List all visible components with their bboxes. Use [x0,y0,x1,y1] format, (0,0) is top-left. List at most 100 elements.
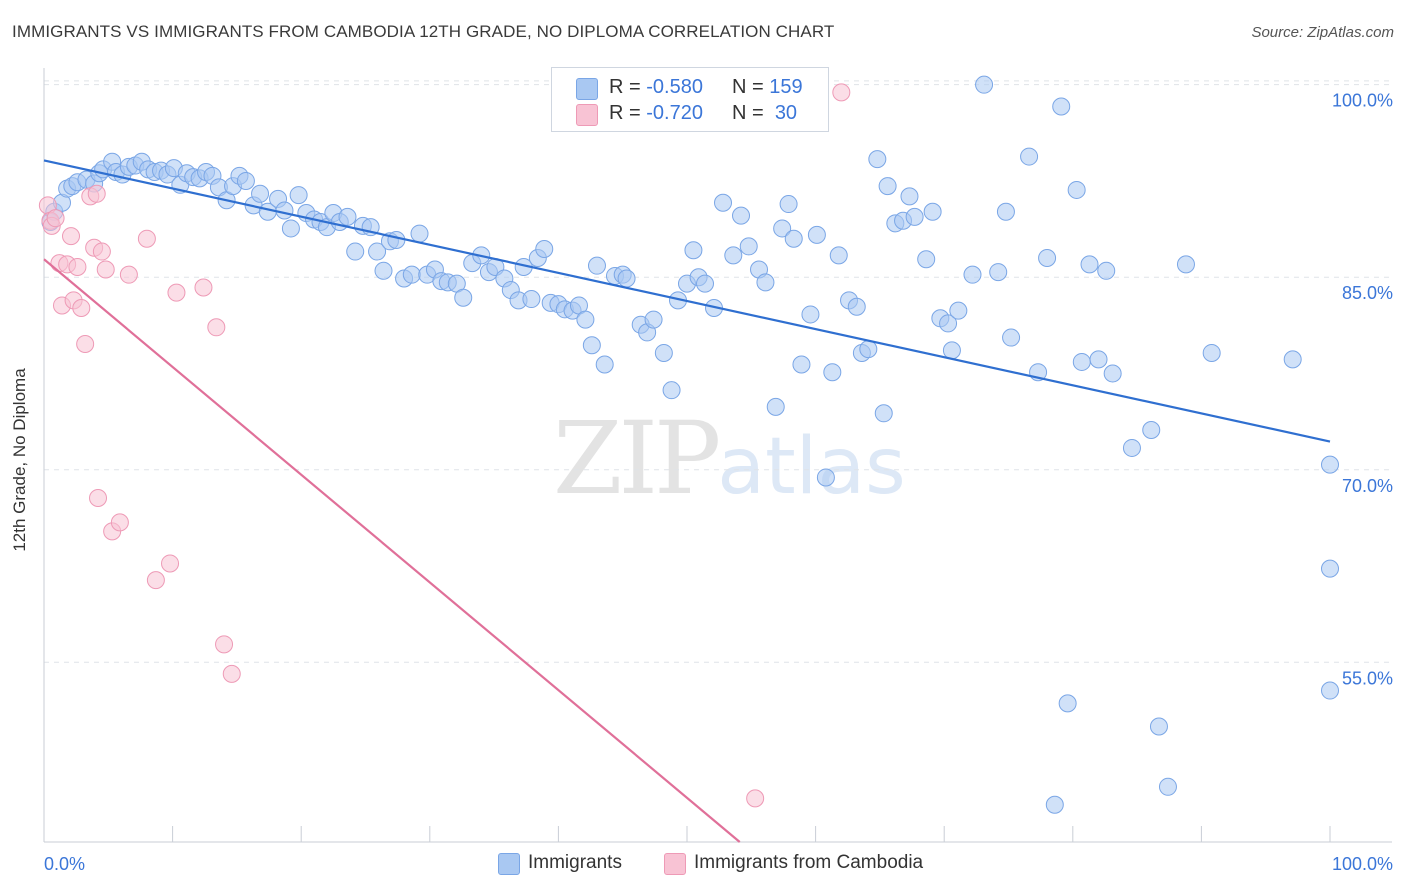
x-tick-label-min: 0.0% [44,854,85,874]
point-immigrants [1089,350,1108,369]
point-immigrants [1321,455,1339,474]
point-immigrants [1142,420,1161,439]
point-immigrants [1149,717,1168,736]
stats-legend: R = -0.580 N = 159 R = -0.720 N = 30 [551,67,829,132]
point-immigrants [522,290,541,309]
legend-label-immigrants: Immigrants [528,852,622,873]
point-immigrants [779,195,798,214]
point-immigrants [816,468,835,487]
point-immigrants [1321,681,1339,700]
point-immigrants [905,207,924,226]
point-immigrants [939,314,958,333]
trend-line-cambodia [43,258,741,843]
point-immigrants [684,241,703,260]
y-tick-label: 70.0% [1342,476,1393,496]
point-immigrants [1122,438,1141,457]
point-immigrants [402,265,421,284]
swatch-cambodia [576,104,598,126]
point-immigrants [878,177,897,196]
point-immigrants [923,202,942,221]
point-immigrants [1072,352,1091,371]
point-cambodia [167,283,186,302]
point-immigrants [1052,97,1071,116]
point-immigrants [454,288,473,307]
point-immigrants [1097,261,1116,280]
watermark: ZIPatlas [553,400,906,517]
point-immigrants [714,193,733,212]
point-immigrants [275,201,294,220]
point-immigrants [338,207,357,226]
point-immigrants [1020,147,1039,166]
point-immigrants [654,343,673,362]
axes [43,68,1392,843]
r-stat: R = -0.720 [609,102,703,124]
n-stat: N = 30 [732,102,798,124]
point-immigrants [1058,694,1077,713]
point-immigrants [1080,255,1099,274]
point-immigrants [784,229,803,248]
point-immigrants [756,273,775,292]
point-cambodia [46,209,65,228]
point-immigrants [582,336,601,355]
point-immigrants [1176,255,1195,274]
point-immigrants [251,184,270,203]
point-immigrants [868,150,887,169]
legend-swatch-cambodia [664,853,686,875]
point-immigrants [963,265,982,284]
point-immigrants [410,224,429,243]
point-immigrants [587,256,606,275]
point-cambodia [72,299,91,318]
legend-swatch-immigrants [498,853,520,875]
point-immigrants [644,310,663,329]
trend-lines [43,159,1331,843]
y-tick-label: 100.0% [1332,91,1393,111]
point-cambodia [137,229,156,248]
point-immigrants [739,237,758,256]
y-tick-label: 85.0% [1342,283,1393,303]
point-immigrants [1283,350,1302,369]
point-immigrants [576,310,595,329]
point-cambodia [746,789,765,808]
point-immigrants [236,171,255,190]
point-immigrants [917,250,936,269]
chart-title: IMMIGRANTS VS IMMIGRANTS FROM CAMBODIA 1… [12,22,835,41]
point-immigrants [859,340,878,359]
point-cambodia [194,278,213,297]
point-cambodia [92,242,111,261]
point-immigrants [1202,343,1221,362]
y-tick-label: 55.0% [1342,668,1393,688]
point-immigrants [1158,777,1177,796]
r-stat: R = -0.580 [609,76,703,98]
watermark-atlas: atlas [717,422,906,512]
point-immigrants [535,239,554,258]
trend-line-immigrants [43,159,1331,443]
point-immigrants [374,261,393,280]
point-immigrants [996,202,1015,221]
legend-label-cambodia: Immigrants from Cambodia [694,852,924,873]
point-immigrants [1067,180,1086,199]
point-immigrants [368,242,387,261]
point-immigrants [942,341,961,360]
point-immigrants [766,397,785,416]
point-immigrants [696,274,715,293]
point-immigrants [829,246,848,265]
point-cambodia [76,334,95,353]
point-immigrants [289,186,308,205]
point-immigrants [281,219,300,238]
point-immigrants [1103,364,1122,383]
tick-labels: 55.0% 70.0% 85.0% 100.0% 0.0% 100.0% [44,91,1393,874]
point-immigrants [773,219,792,238]
point-immigrants [617,269,636,288]
point-immigrants [724,246,743,265]
point-immigrants [949,301,968,320]
point-cambodia [832,83,851,102]
point-cambodia [110,513,129,532]
point-immigrants [595,355,614,374]
point-cambodia [87,184,106,203]
data-points [38,75,1339,814]
y-axis-label: 12th Grade, No Diploma [10,368,29,552]
point-cambodia [62,227,81,246]
point-immigrants [1321,559,1339,578]
point-immigrants [900,187,919,206]
